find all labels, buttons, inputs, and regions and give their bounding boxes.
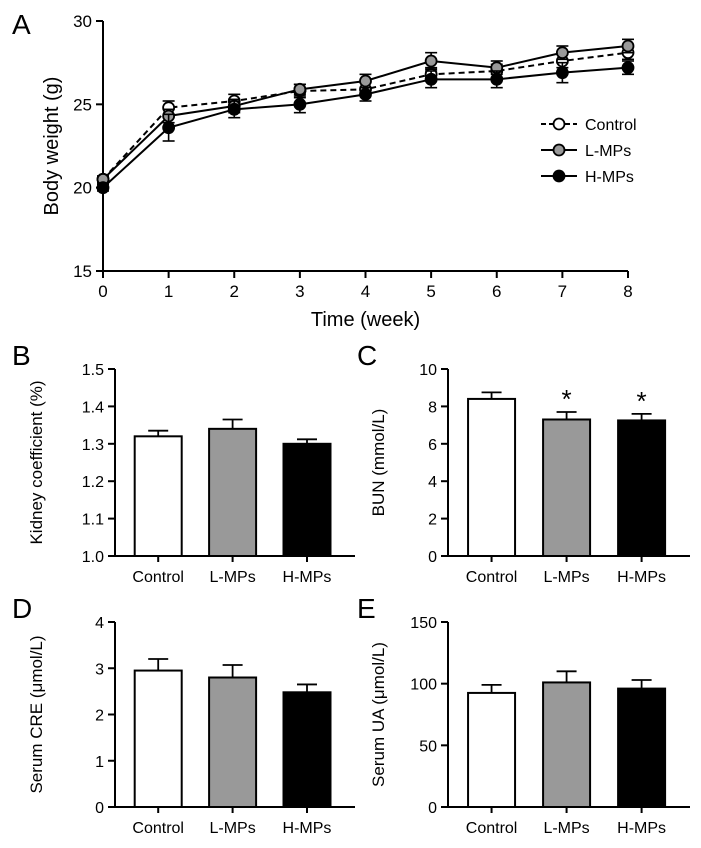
y-tick-label-b: 1.1 (82, 512, 104, 529)
data-point-l-mps (424, 54, 438, 68)
y-tick-label-d: 3 (95, 661, 104, 678)
data-point-l-mps (621, 39, 635, 53)
y-tick-label-c: 2 (428, 512, 437, 529)
y-tick-label-c: 0 (428, 549, 437, 566)
data-point-h-mps (162, 121, 176, 135)
y-tick-label-c: 8 (428, 399, 437, 416)
x-tick-label-e: H-MPs (617, 820, 666, 837)
y-tick-label-d: 4 (95, 615, 104, 632)
data-point-l-mps (359, 74, 372, 88)
x-tick-label-a: 7 (558, 282, 567, 301)
x-tick-label-a: 3 (295, 282, 304, 301)
legend-marker (552, 117, 566, 131)
y-tick-label-e: 50 (419, 738, 437, 755)
y-tick-label-e: 100 (410, 677, 437, 694)
x-tick-label-a: 8 (623, 282, 632, 301)
y-tick-label-d: 2 (95, 708, 104, 725)
y-tick-label-b: 1.3 (82, 437, 104, 454)
panel-label-a: A (12, 9, 31, 40)
x-tick-label-a: 0 (98, 282, 107, 301)
panel-label-e: E (357, 593, 376, 624)
x-tick-label-b: L-MPs (209, 569, 255, 586)
y-axis-label-a: Body weight (g) (41, 77, 63, 216)
y-axis-label-b: Kidney coefficient (%) (27, 380, 46, 544)
x-tick-label-b: Control (132, 569, 184, 586)
legend-label: L-MPs (585, 143, 631, 160)
significance-marker: * (637, 386, 647, 416)
x-tick-label-c: Control (466, 569, 518, 586)
y-tick-label-b: 1.4 (82, 399, 104, 416)
bar-control (467, 397, 517, 558)
data-point-h-mps (227, 102, 241, 116)
y-tick-label-c: 6 (428, 437, 437, 454)
bar-l-mps (542, 418, 592, 557)
panel-label-c: C (357, 340, 377, 371)
x-tick-label-a: 1 (164, 282, 173, 301)
legend-label: Control (585, 117, 637, 134)
x-tick-label-e: L-MPs (543, 820, 589, 837)
series-line-control (102, 51, 629, 181)
x-tick-label-a: 6 (492, 282, 501, 301)
x-axis-label-a: Time (week) (311, 309, 420, 331)
x-tick-label-d: Control (132, 820, 184, 837)
panel-label-b: B (12, 340, 31, 371)
y-axis-label-d: Serum CRE (μmol/L) (27, 635, 46, 793)
y-tick-label-a: 20 (73, 179, 92, 198)
bar-h-mps (282, 691, 332, 808)
data-point-h-mps (490, 72, 504, 86)
data-point-l-mps (293, 82, 307, 96)
panel-label-d: D (12, 593, 32, 624)
y-tick-label-a: 25 (73, 95, 92, 114)
legend-label: H-MPs (585, 169, 634, 186)
legend-marker (552, 143, 566, 157)
y-tick-label-d: 1 (95, 754, 104, 771)
y-tick-label-b: 1.2 (82, 474, 104, 491)
x-tick-label-b: H-MPs (283, 569, 332, 586)
y-tick-label-a: 30 (73, 12, 92, 31)
y-tick-label-e: 0 (428, 800, 437, 817)
bar-control (133, 669, 183, 808)
x-tick-label-e: Control (466, 820, 518, 837)
bar-l-mps (542, 681, 592, 809)
data-point-h-mps (293, 97, 307, 111)
data-point-h-mps (96, 181, 110, 195)
y-tick-label-c: 10 (419, 362, 437, 379)
y-tick-label-b: 1.0 (82, 549, 104, 566)
data-point-h-mps (555, 66, 569, 80)
bar-h-mps (282, 442, 332, 557)
y-axis-label-e: Serum UA (μmol/L) (369, 642, 388, 787)
bar-h-mps (617, 419, 667, 557)
bar-control (467, 691, 517, 809)
bar-l-mps (208, 676, 258, 808)
y-tick-label-e: 150 (410, 615, 437, 632)
data-point-h-mps (621, 61, 635, 75)
x-tick-label-c: L-MPs (543, 569, 589, 586)
data-point-h-mps (424, 72, 438, 86)
y-axis-label-c: BUN (mmol/L) (369, 409, 388, 517)
x-tick-label-d: L-MPs (209, 820, 255, 837)
y-tick-label-a: 15 (73, 262, 92, 281)
series-line-l-mps (102, 45, 629, 181)
x-tick-label-a: 2 (230, 282, 239, 301)
x-tick-label-a: 4 (361, 282, 370, 301)
significance-marker: * (562, 384, 572, 414)
y-tick-label-c: 4 (428, 474, 437, 491)
x-tick-label-a: 5 (426, 282, 435, 301)
x-tick-label-c: H-MPs (617, 569, 666, 586)
y-tick-label-d: 0 (95, 800, 104, 817)
bar-l-mps (208, 427, 258, 557)
data-point-l-mps (555, 46, 569, 60)
bar-h-mps (617, 687, 667, 808)
data-point-h-mps (359, 87, 372, 101)
y-tick-label-b: 1.5 (82, 362, 104, 379)
legend-marker (552, 169, 566, 183)
x-tick-label-d: H-MPs (283, 820, 332, 837)
bar-control (133, 435, 183, 558)
